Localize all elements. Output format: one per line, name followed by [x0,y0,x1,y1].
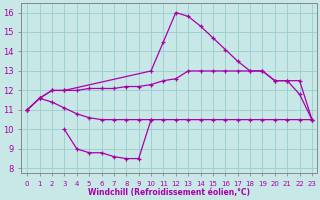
X-axis label: Windchill (Refroidissement éolien,°C): Windchill (Refroidissement éolien,°C) [88,188,250,197]
